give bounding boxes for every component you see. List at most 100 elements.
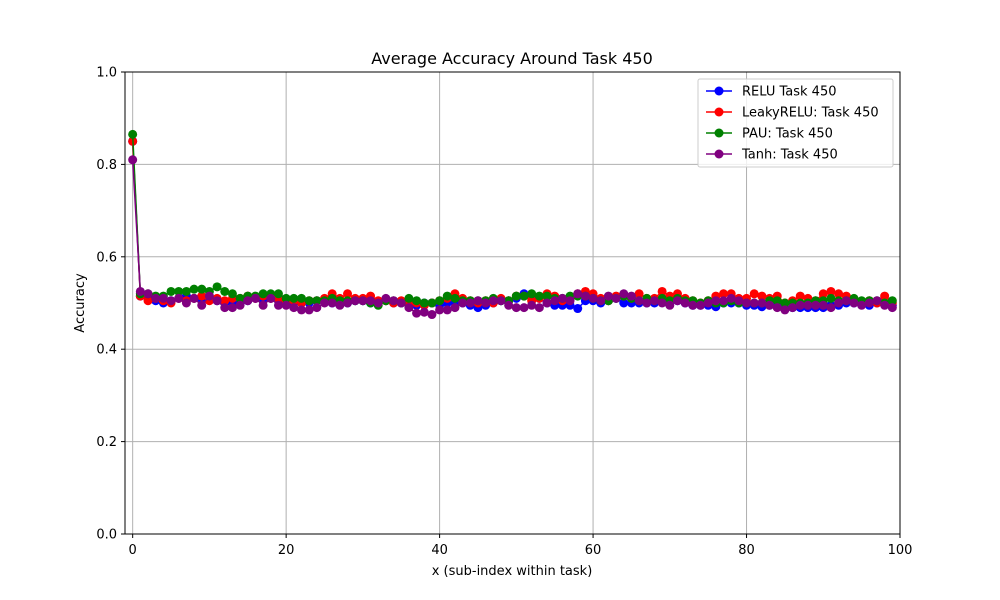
y-axis-label: Accuracy <box>73 273 88 333</box>
data-point <box>404 303 414 313</box>
data-point <box>289 293 299 303</box>
data-point <box>296 305 306 315</box>
data-point <box>580 291 590 301</box>
data-point <box>557 293 567 303</box>
data-point <box>212 296 222 306</box>
data-point <box>742 298 752 308</box>
data-point <box>212 282 222 292</box>
data-point <box>834 298 844 308</box>
data-point <box>765 300 775 310</box>
data-point <box>473 296 483 306</box>
data-point <box>343 289 353 299</box>
data-point <box>619 289 629 299</box>
data-point <box>151 293 161 303</box>
legend-box <box>697 78 894 168</box>
legend-item: LeakyRELU: Task 450 <box>706 106 879 121</box>
data-point <box>312 296 322 306</box>
data-point <box>250 293 260 303</box>
data-point <box>296 293 306 303</box>
data-point <box>258 289 268 299</box>
data-point <box>757 291 767 301</box>
data-point <box>158 293 168 303</box>
data-point <box>227 303 237 313</box>
data-point <box>818 289 828 299</box>
data-point <box>235 300 245 310</box>
legend-marker <box>714 128 724 138</box>
data-point <box>542 298 552 308</box>
data-point <box>435 296 445 306</box>
data-point <box>189 293 199 303</box>
data-point <box>227 289 237 299</box>
data-point <box>803 300 813 310</box>
x-tick-label: 0 <box>129 543 137 558</box>
data-point <box>504 300 514 310</box>
data-point <box>826 286 836 296</box>
data-point <box>734 296 744 306</box>
data-point <box>657 286 667 296</box>
data-point <box>619 298 629 308</box>
data-point <box>450 303 460 313</box>
data-point <box>519 303 529 313</box>
x-axis-label: x (sub-index within task) <box>432 564 593 579</box>
data-point <box>427 310 437 320</box>
data-point <box>143 296 153 306</box>
data-point <box>496 296 506 306</box>
legend-label: LeakyRELU: Task 450 <box>742 106 879 121</box>
data-point <box>166 286 176 296</box>
data-point <box>458 298 468 308</box>
data-point <box>642 298 652 308</box>
data-point <box>181 286 191 296</box>
data-point <box>381 293 391 303</box>
data-point <box>680 298 690 308</box>
data-point <box>726 293 736 303</box>
data-point <box>811 300 821 310</box>
data-point <box>826 293 836 303</box>
y-tick-label: 0.4 <box>96 343 117 358</box>
data-point <box>749 298 759 308</box>
data-point <box>197 300 207 310</box>
data-point <box>235 293 245 303</box>
data-point <box>788 303 798 313</box>
data-point <box>128 155 138 165</box>
data-point <box>634 296 644 306</box>
data-point <box>273 300 283 310</box>
data-point <box>189 284 199 294</box>
data-point <box>389 296 399 306</box>
data-point <box>320 298 329 308</box>
data-point <box>749 289 759 299</box>
y-tick-label: 0.0 <box>96 528 117 543</box>
data-point <box>442 291 452 301</box>
data-point <box>396 298 406 308</box>
data-point <box>772 296 782 306</box>
legend-item: Tanh: Task 450 <box>706 148 838 163</box>
x-tick-label: 100 <box>888 543 913 558</box>
plot-area <box>128 129 897 320</box>
x-tick-label: 60 <box>585 543 602 558</box>
data-point <box>757 298 767 308</box>
data-point <box>289 303 299 313</box>
data-point <box>450 293 460 303</box>
data-point <box>818 300 828 310</box>
legend-item: RELU Task 450 <box>706 85 837 100</box>
legend-marker <box>714 149 724 159</box>
data-point <box>204 291 214 301</box>
data-point <box>404 293 414 303</box>
data-point <box>611 293 621 303</box>
data-point <box>174 293 184 303</box>
data-point <box>465 298 475 308</box>
data-point <box>511 303 521 313</box>
data-point <box>220 303 230 313</box>
data-point <box>481 298 491 308</box>
data-point <box>166 296 176 306</box>
data-point <box>427 298 437 308</box>
data-point <box>197 284 207 294</box>
data-point <box>358 296 368 306</box>
data-point <box>266 293 276 303</box>
data-point <box>864 298 874 308</box>
data-point <box>181 298 191 308</box>
data-point <box>657 298 667 308</box>
data-point <box>703 298 713 308</box>
data-point <box>304 305 314 315</box>
axes-frame <box>124 71 901 535</box>
